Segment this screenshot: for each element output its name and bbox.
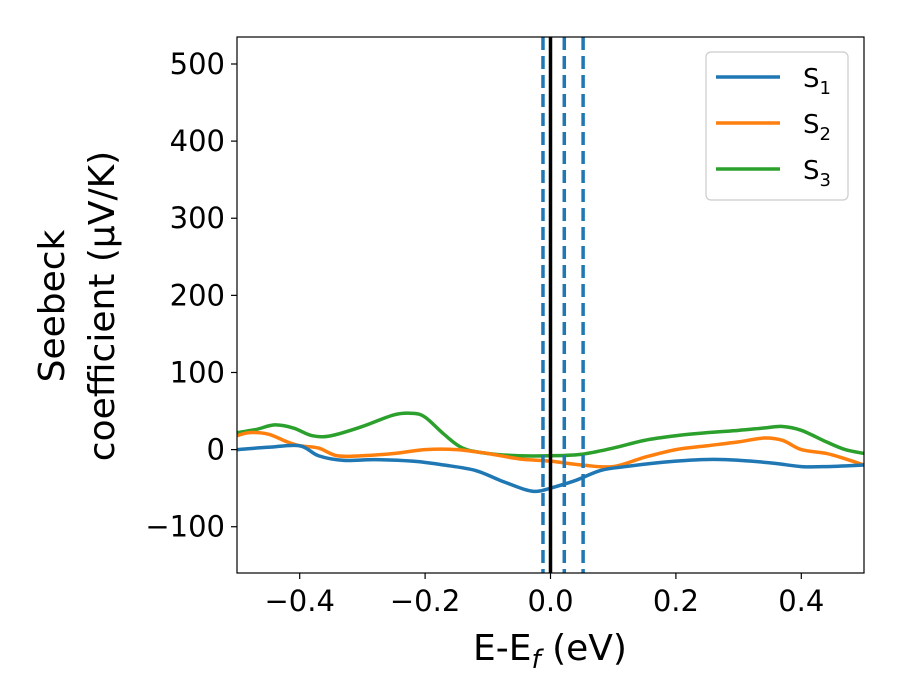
x-tick-label: 0.2 xyxy=(653,584,699,618)
legend: S1 S2 S3 xyxy=(705,51,849,201)
series-line-s3 xyxy=(237,411,864,458)
y-axis-label-line2: coefficient (μV/K) xyxy=(82,151,123,461)
y-tick-label: 200 xyxy=(170,278,225,312)
axes: −0.4 −0.2 0.0 0.2 0.4 −100 0 100 200 300 400 500 xyxy=(145,36,865,618)
y-tick-label: 500 xyxy=(170,47,225,81)
x-tick-label: −0.4 xyxy=(264,584,334,618)
legend-label-s3: S3 xyxy=(803,156,831,191)
x-tick-label: 0.4 xyxy=(778,584,824,618)
plot-area xyxy=(237,37,864,573)
y-axis-label: Seebeck coefficient (μV/K) xyxy=(32,151,123,461)
y-tick-label: −100 xyxy=(145,510,225,544)
x-tick-label: −0.2 xyxy=(390,584,460,618)
y-tick-label: 100 xyxy=(170,355,225,389)
y-axis-label-line1: Seebeck xyxy=(32,229,73,382)
x-tick-label: 0.0 xyxy=(527,584,573,618)
x-axis-label: E-Ef (eV) xyxy=(473,628,627,675)
y-tick-label: 0 xyxy=(207,433,225,467)
y-tick-label: 400 xyxy=(170,124,225,158)
legend-label-s2: S2 xyxy=(803,110,831,145)
legend-label-s1: S1 xyxy=(803,64,831,99)
legend-box xyxy=(705,51,849,201)
y-tick-label: 300 xyxy=(170,201,225,235)
